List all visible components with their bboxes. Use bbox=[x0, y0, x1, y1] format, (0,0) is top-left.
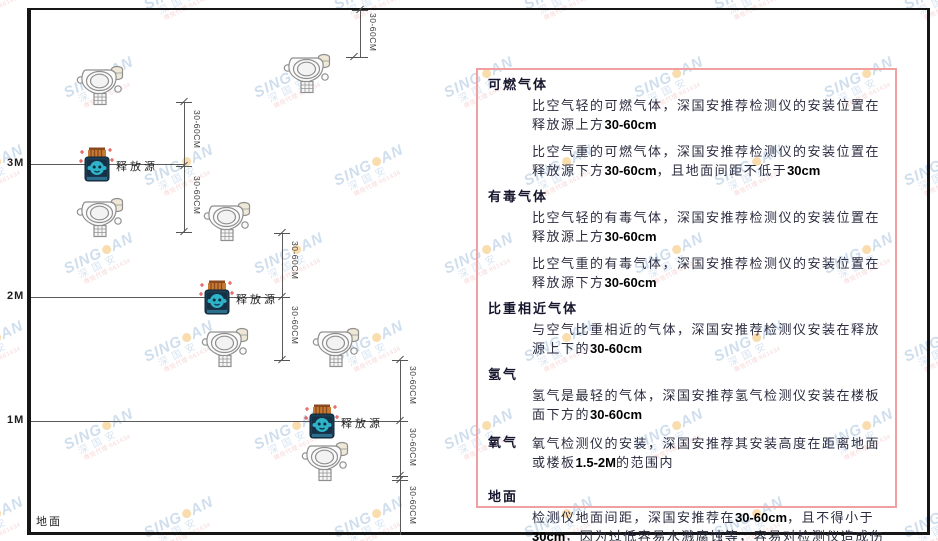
dim-tick bbox=[176, 102, 192, 103]
section-paragraph: 比空气轻的可燃气体，深国安推荐检测仪的安装位置在释放源上方30-60cm bbox=[532, 98, 881, 132]
section-paragraph: 与空气比重相近的气体，深国安推荐检测仪安装在释放源上下的30-60cm bbox=[532, 322, 881, 356]
section-hydrogen: 氢气 氢气是最轻的气体，深国安推荐氢气检测仪安装在楼板面下方的30-60cm bbox=[488, 366, 885, 424]
dim-label: 30-60CM bbox=[408, 366, 418, 405]
section-toxic-gas: 有毒气体 比空气轻的有毒气体，深国安推荐检测仪的安装位置在释放源上方30-60c… bbox=[488, 188, 885, 292]
dim-tick bbox=[176, 232, 192, 233]
ground-label: 地面 bbox=[36, 516, 62, 528]
dim-label: 30-60CM bbox=[408, 486, 418, 525]
section-similar-density-gas: 比重相近气体 与空气比重相近的气体，深国安推荐检测仪安装在释放源上下的30-60… bbox=[488, 300, 885, 358]
release-source-label: 释放源 bbox=[116, 161, 158, 173]
dim-tick bbox=[176, 166, 192, 167]
guide-line-1m bbox=[31, 421, 400, 422]
dim-tick bbox=[274, 360, 290, 361]
release-source-label: 释放源 bbox=[236, 294, 278, 306]
dim-line-3m bbox=[184, 102, 185, 232]
gas-detector-icon bbox=[201, 327, 249, 368]
room-outline bbox=[27, 8, 930, 535]
gas-detector-icon bbox=[301, 441, 349, 482]
release-source-icon bbox=[199, 279, 235, 315]
section-heading: 氢气 bbox=[488, 367, 519, 382]
dim-label: 30-60CM bbox=[408, 428, 418, 467]
dim-tick bbox=[392, 480, 408, 481]
section-paragraph: 比空气轻的有毒气体，深国安推荐检测仪的安装位置在释放源上方30-60cm bbox=[532, 210, 881, 244]
section-ground: 地面 检测仪地面间距，深国安推荐在30-60cm，且不得小于30cm，因为过低容… bbox=[488, 488, 885, 541]
dim-label: 30-60CM bbox=[368, 13, 378, 52]
dim-tick bbox=[392, 476, 408, 477]
section-paragraph: 比空气重的有毒气体，深国安推荐检测仪的安装位置在释放源下方30-60cm bbox=[532, 256, 881, 290]
dim-tick bbox=[346, 57, 368, 58]
section-heading: 地面 bbox=[488, 489, 519, 504]
dim-line-1m bbox=[400, 360, 401, 535]
height-label-3m: 3M bbox=[7, 157, 25, 169]
dim-line-ceiling bbox=[360, 10, 361, 57]
guide-line-2m bbox=[31, 297, 282, 298]
dim-label: 30-60CM bbox=[192, 110, 202, 149]
section-paragraph: 氢气是最轻的气体，深国安推荐氢气检测仪安装在楼板面下方的30-60cm bbox=[532, 388, 881, 422]
release-source-icon bbox=[79, 146, 115, 182]
section-heading: 比重相近气体 bbox=[488, 301, 579, 316]
dim-label: 30-60CM bbox=[290, 306, 300, 345]
section-flammable-gas: 可燃气体 比空气轻的可燃气体，深国安推荐检测仪的安装位置在释放源上方30-60c… bbox=[488, 76, 885, 180]
section-heading: 可燃气体 bbox=[488, 77, 549, 92]
release-source-icon bbox=[304, 403, 340, 439]
height-label-1m: 1M bbox=[7, 414, 25, 426]
gas-detector-icon bbox=[203, 201, 251, 242]
height-label-2m: 2M bbox=[7, 290, 25, 302]
release-source-label: 释放源 bbox=[341, 418, 383, 430]
dim-tick bbox=[352, 10, 368, 11]
dim-tick bbox=[274, 233, 290, 234]
section-oxygen: 氧气 氧气检测仪的安装，深国安推荐其安装高度在距离地面或楼板1.5-2M的范围内 bbox=[488, 434, 885, 472]
dim-label: 30-60CM bbox=[290, 241, 300, 280]
dim-tick bbox=[392, 421, 408, 422]
section-heading: 氧气 bbox=[488, 435, 519, 450]
installation-guidelines-panel: 可燃气体 比空气轻的可燃气体，深国安推荐检测仪的安装位置在释放源上方30-60c… bbox=[476, 68, 897, 541]
gas-detector-icon bbox=[76, 197, 124, 238]
section-heading: 有毒气体 bbox=[488, 189, 549, 204]
dim-tick bbox=[392, 360, 408, 361]
gas-detector-icon bbox=[312, 327, 360, 368]
section-paragraph: 比空气重的可燃气体，深国安推荐检测仪的安装位置在释放源下方30-60cm，且地面… bbox=[532, 144, 881, 178]
gas-detector-icon bbox=[283, 53, 331, 94]
gas-detector-icon bbox=[76, 65, 124, 106]
section-paragraph: 氧气检测仪的安装，深国安推荐其安装高度在距离地面或楼板1.5-2M的范围内 bbox=[532, 436, 881, 470]
section-paragraph: 检测仪地面间距，深国安推荐在30-60cm，且不得小于30cm，因为过低容易水溅… bbox=[532, 510, 885, 541]
dim-tick bbox=[274, 297, 290, 298]
